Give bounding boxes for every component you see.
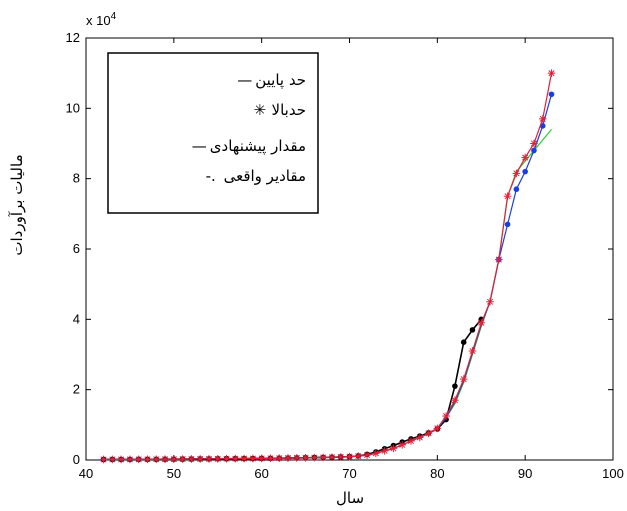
star-marker	[108, 455, 117, 464]
star-marker	[495, 255, 503, 264]
legend-label: حد پایین	[255, 71, 306, 90]
star-marker	[363, 451, 371, 459]
star-marker	[389, 444, 398, 453]
legend-swatch: ✳	[254, 101, 267, 119]
series-layer	[99, 69, 556, 464]
star-marker	[240, 454, 248, 463]
star-marker	[134, 455, 143, 464]
star-marker	[477, 319, 486, 327]
star-marker	[503, 192, 512, 201]
x-tick-label: 70	[342, 466, 356, 481]
star-marker	[126, 455, 134, 464]
star-marker	[257, 454, 266, 463]
y-tick-label: 12	[66, 30, 80, 45]
star-marker	[319, 453, 327, 462]
y-tick-label: 8	[73, 171, 80, 186]
star-marker	[266, 454, 275, 463]
data-point	[460, 339, 467, 345]
star-marker	[187, 455, 196, 463]
y-multiplier-exponent: 4	[111, 11, 117, 22]
data-point	[504, 221, 511, 228]
data-point	[469, 327, 476, 333]
legend: حد پایین—حدبالا✳مقدار پیشنهادی—مقادیر وا…	[107, 52, 319, 214]
x-tick-label: 50	[167, 466, 181, 481]
axis-ticks: 40 50 60 70 80 90 100 0 2 4 6 8 10 12	[66, 30, 624, 481]
data-point	[452, 383, 458, 389]
legend-label: مقادیر واقعی	[224, 167, 306, 185]
legend-swatch: —	[192, 137, 207, 155]
star-marker	[310, 453, 319, 462]
star-marker	[336, 453, 345, 461]
star-marker	[275, 454, 284, 463]
star-marker	[424, 429, 433, 438]
y-multiplier: x 104	[86, 11, 117, 28]
x-axis-label: سال	[336, 489, 364, 507]
legend-swatch: -.	[206, 167, 216, 185]
star-marker	[398, 441, 406, 449]
data-point	[531, 147, 537, 154]
legend-box	[107, 52, 319, 214]
star-marker	[407, 437, 415, 445]
legend-swatch: —	[237, 71, 252, 89]
star-marker	[451, 396, 459, 405]
x-tick-label: 40	[79, 466, 93, 481]
y-tick-label: 4	[73, 311, 80, 326]
star-marker	[547, 69, 556, 77]
legend-label: حدبالا	[272, 101, 306, 119]
star-marker	[468, 347, 477, 355]
star-marker	[231, 454, 240, 463]
x-tick-label: 80	[430, 466, 444, 481]
series-line-upper-bound	[103, 73, 553, 461]
star-marker	[415, 433, 424, 442]
star-marker	[521, 153, 529, 162]
star-marker	[293, 454, 301, 462]
data-point	[513, 186, 520, 193]
star-marker	[380, 447, 389, 455]
data-point	[522, 168, 528, 175]
y-axis-label: مالیات برآوردات	[8, 154, 26, 255]
star-marker	[99, 455, 108, 464]
star-marker	[354, 452, 363, 460]
star-marker	[213, 455, 222, 463]
star-marker	[143, 455, 152, 464]
star-marker	[530, 139, 538, 148]
star-marker	[512, 169, 521, 178]
star-marker	[161, 455, 169, 464]
star-marker	[433, 424, 442, 433]
star-marker	[284, 454, 292, 462]
star-marker	[222, 454, 231, 463]
star-marker	[152, 455, 161, 464]
star-marker	[178, 455, 187, 463]
data-point	[548, 91, 555, 98]
star-marker	[170, 455, 178, 463]
y-tick-label: 6	[73, 241, 80, 256]
y-tick-label: 2	[73, 382, 80, 397]
star-marker	[249, 454, 257, 463]
star-marker	[486, 297, 494, 306]
star-marker	[459, 375, 468, 383]
star-marker	[372, 449, 380, 458]
star-marker	[328, 453, 336, 462]
star-marker	[196, 455, 204, 463]
star-marker	[538, 115, 547, 123]
star-marker	[345, 452, 354, 461]
y-tick-label: 0	[73, 452, 80, 467]
x-tick-label: 90	[518, 466, 532, 481]
y-tick-label: 10	[66, 100, 80, 115]
star-marker	[442, 412, 450, 420]
star-marker	[205, 455, 213, 463]
x-tick-label: 100	[602, 466, 624, 481]
x-tick-label: 60	[254, 466, 268, 481]
legend-label: مقدار پیشنهادی	[210, 137, 306, 156]
star-marker	[117, 455, 125, 464]
star-marker	[301, 453, 310, 462]
